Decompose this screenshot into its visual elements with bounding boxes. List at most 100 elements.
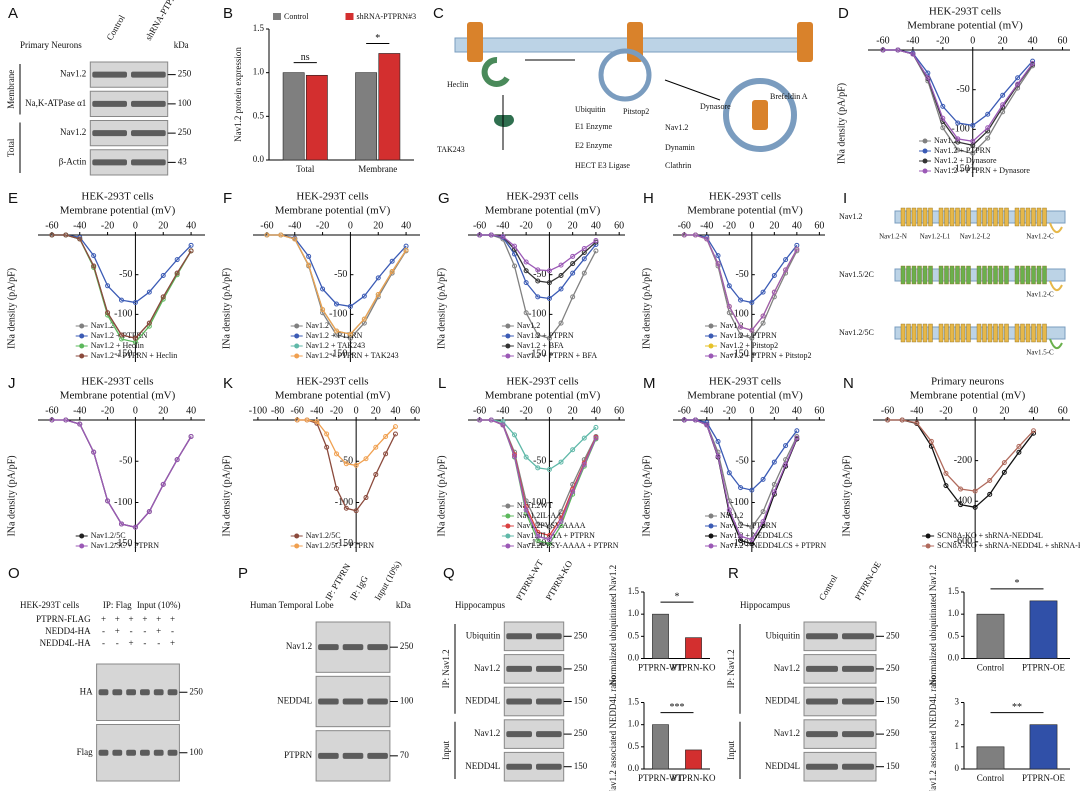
y-tick-label: -150	[329, 348, 347, 359]
transmembrane-segment	[1014, 265, 1020, 285]
data-point	[512, 243, 518, 249]
panel-letter: I	[843, 190, 847, 207]
data-point	[63, 232, 69, 238]
x-tick-label: -100	[249, 405, 267, 416]
legend-label: Nav1.2 + Pitstop2	[720, 341, 778, 350]
x-tick-label: 20	[769, 405, 779, 416]
x-axis-label: Membrane potential (mV)	[687, 205, 803, 217]
data-point	[693, 232, 699, 238]
transmembrane-segment	[1031, 323, 1036, 343]
y-tick-label: 0.5	[253, 110, 265, 120]
panel-letter: C	[433, 5, 444, 22]
data-point	[535, 267, 541, 273]
x-tick-label: 60	[814, 220, 824, 231]
kda-label: 150	[574, 761, 588, 771]
data-point	[546, 268, 552, 274]
transmembrane-segment	[998, 323, 1004, 343]
legend-label: Nav1.2 + TAK243	[306, 341, 366, 350]
sodium-channel	[467, 22, 483, 62]
significance-label: *	[375, 33, 380, 44]
transmembrane-segment	[906, 265, 911, 285]
data-point	[488, 232, 494, 238]
sodium-channel	[797, 22, 813, 62]
panel-letter: R	[728, 565, 739, 582]
data-point	[925, 70, 931, 76]
kda-label: 100	[189, 747, 203, 757]
data-point	[1000, 92, 1006, 98]
transmembrane-segment	[993, 207, 998, 227]
chart-title: HEK-293T cells	[81, 376, 153, 388]
data-point	[523, 259, 529, 265]
data-point	[704, 422, 710, 428]
condition-sign: +	[115, 614, 120, 624]
y-axis-label: INa density (pA/pF)	[436, 268, 447, 349]
data-point	[500, 419, 506, 425]
legend-swatch	[273, 13, 281, 20]
x-axis-label: Membrane potential (mV)	[485, 205, 601, 217]
x-tick-label: 40	[186, 220, 196, 231]
data-point	[558, 518, 564, 524]
y-tick-label: -50	[735, 456, 748, 467]
y-tick-label: -100	[528, 309, 546, 320]
x-tick-label: -60	[876, 35, 889, 46]
bar	[685, 637, 702, 659]
group-label: Input	[441, 740, 451, 759]
blot-band	[318, 698, 339, 705]
panel-letter: P	[238, 565, 248, 582]
legend-label: Nav1.2IL-AA + PTPRN	[517, 531, 595, 540]
y-tick-label: 0.0	[628, 763, 640, 773]
data-point	[343, 505, 349, 511]
data-point	[146, 320, 152, 326]
data-point	[925, 75, 931, 81]
data-point	[794, 248, 800, 254]
x-axis-label: Membrane potential (mV)	[60, 205, 176, 217]
y-tick-label: -50	[533, 456, 546, 467]
group-label: Total	[6, 138, 16, 157]
y-axis-label: INa density (pA/pF)	[641, 268, 652, 349]
data-point	[105, 283, 111, 289]
legend-label: Nav1.2 + BFA	[517, 341, 564, 350]
row-label: PTPRN	[284, 750, 313, 760]
data-point	[972, 488, 978, 494]
data-point	[477, 417, 483, 423]
x-tick-label: 40	[401, 220, 411, 231]
y-tick-label: 1.5	[628, 586, 640, 596]
iv-curve	[883, 49, 1034, 142]
data-point	[760, 476, 766, 482]
x-tick-label: -60	[45, 220, 58, 231]
kda-label: 70	[400, 750, 410, 760]
data-point	[392, 424, 398, 430]
data-point	[1030, 60, 1036, 66]
condition-sign: +	[101, 614, 106, 624]
x-tick-label: 0	[133, 405, 138, 416]
data-point	[581, 435, 587, 441]
data-point	[738, 324, 744, 330]
domain-label: Nav1.5-C	[1026, 349, 1054, 357]
x-tick-label: 40	[186, 405, 196, 416]
diagram-label: Pitstop2	[623, 107, 649, 116]
transmembrane-segment	[1025, 265, 1031, 285]
data-point	[1030, 58, 1036, 64]
domain-label: Nav1.2-L2	[960, 233, 991, 241]
data-point	[523, 268, 529, 274]
data-point	[955, 139, 961, 145]
data-point	[593, 435, 599, 441]
data-point	[581, 270, 587, 276]
e1-enzyme	[494, 115, 514, 127]
iv-curve	[297, 419, 396, 512]
data-point	[174, 270, 180, 276]
kda-label: 250	[178, 127, 192, 137]
legend-label: Control	[284, 12, 309, 21]
blot-band	[536, 633, 562, 640]
data-point	[132, 524, 138, 530]
chart-title: HEK-293T cells	[506, 376, 578, 388]
data-point	[512, 453, 518, 459]
data-point	[105, 498, 111, 504]
legend-label: Nav1.2	[91, 321, 114, 330]
data-point	[760, 320, 766, 326]
transmembrane-segment	[1020, 323, 1025, 343]
x-tick-label: 0	[749, 220, 754, 231]
transmembrane-segment	[987, 265, 993, 285]
